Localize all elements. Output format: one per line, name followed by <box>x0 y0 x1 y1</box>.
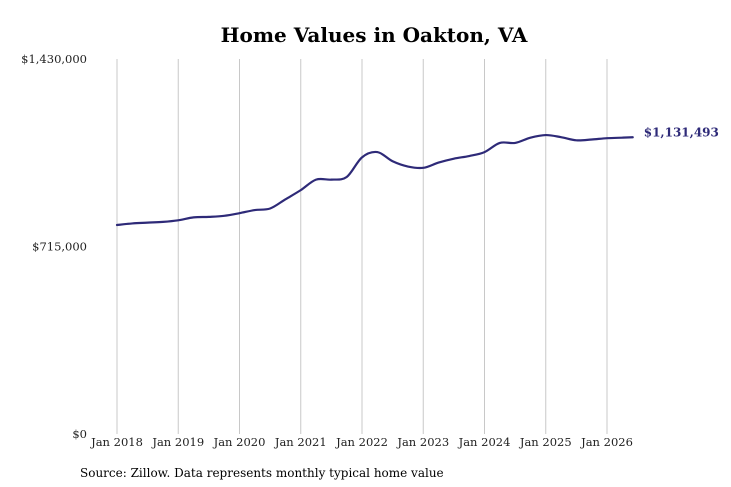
x-tick-label: Jan 2019 <box>151 435 204 449</box>
x-axis: Jan 2018 Jan 2019 Jan 2020 Jan 2021 Jan 2022… <box>90 435 633 449</box>
y-axis: $0 $715,000 $1,430,000 <box>21 52 87 441</box>
x-tick-label: Jan 2022 <box>335 435 388 449</box>
x-tick-label: Jan 2021 <box>274 435 327 449</box>
grid-layer <box>116 59 608 434</box>
y-tick-label: $0 <box>72 427 87 441</box>
x-tick-label: Jan 2025 <box>519 435 572 449</box>
source-note: Source: Zillow. Data represents monthly … <box>80 466 444 480</box>
x-tick-label: Jan 2020 <box>213 435 266 449</box>
x-tick-label: Jan 2018 <box>90 435 143 449</box>
series-layer <box>115 133 634 227</box>
x-tick-label: Jan 2024 <box>458 435 511 449</box>
x-tick-label: Jan 2026 <box>580 435 633 449</box>
home-value-line <box>115 133 634 227</box>
end-value-label: $1,131,493 <box>644 125 719 139</box>
x-tick-label: Jan 2023 <box>396 435 449 449</box>
chart-title: Home Values in Oakton, VA <box>221 23 528 47</box>
y-tick-label: $715,000 <box>32 240 87 254</box>
y-tick-label: $1,430,000 <box>21 52 87 66</box>
